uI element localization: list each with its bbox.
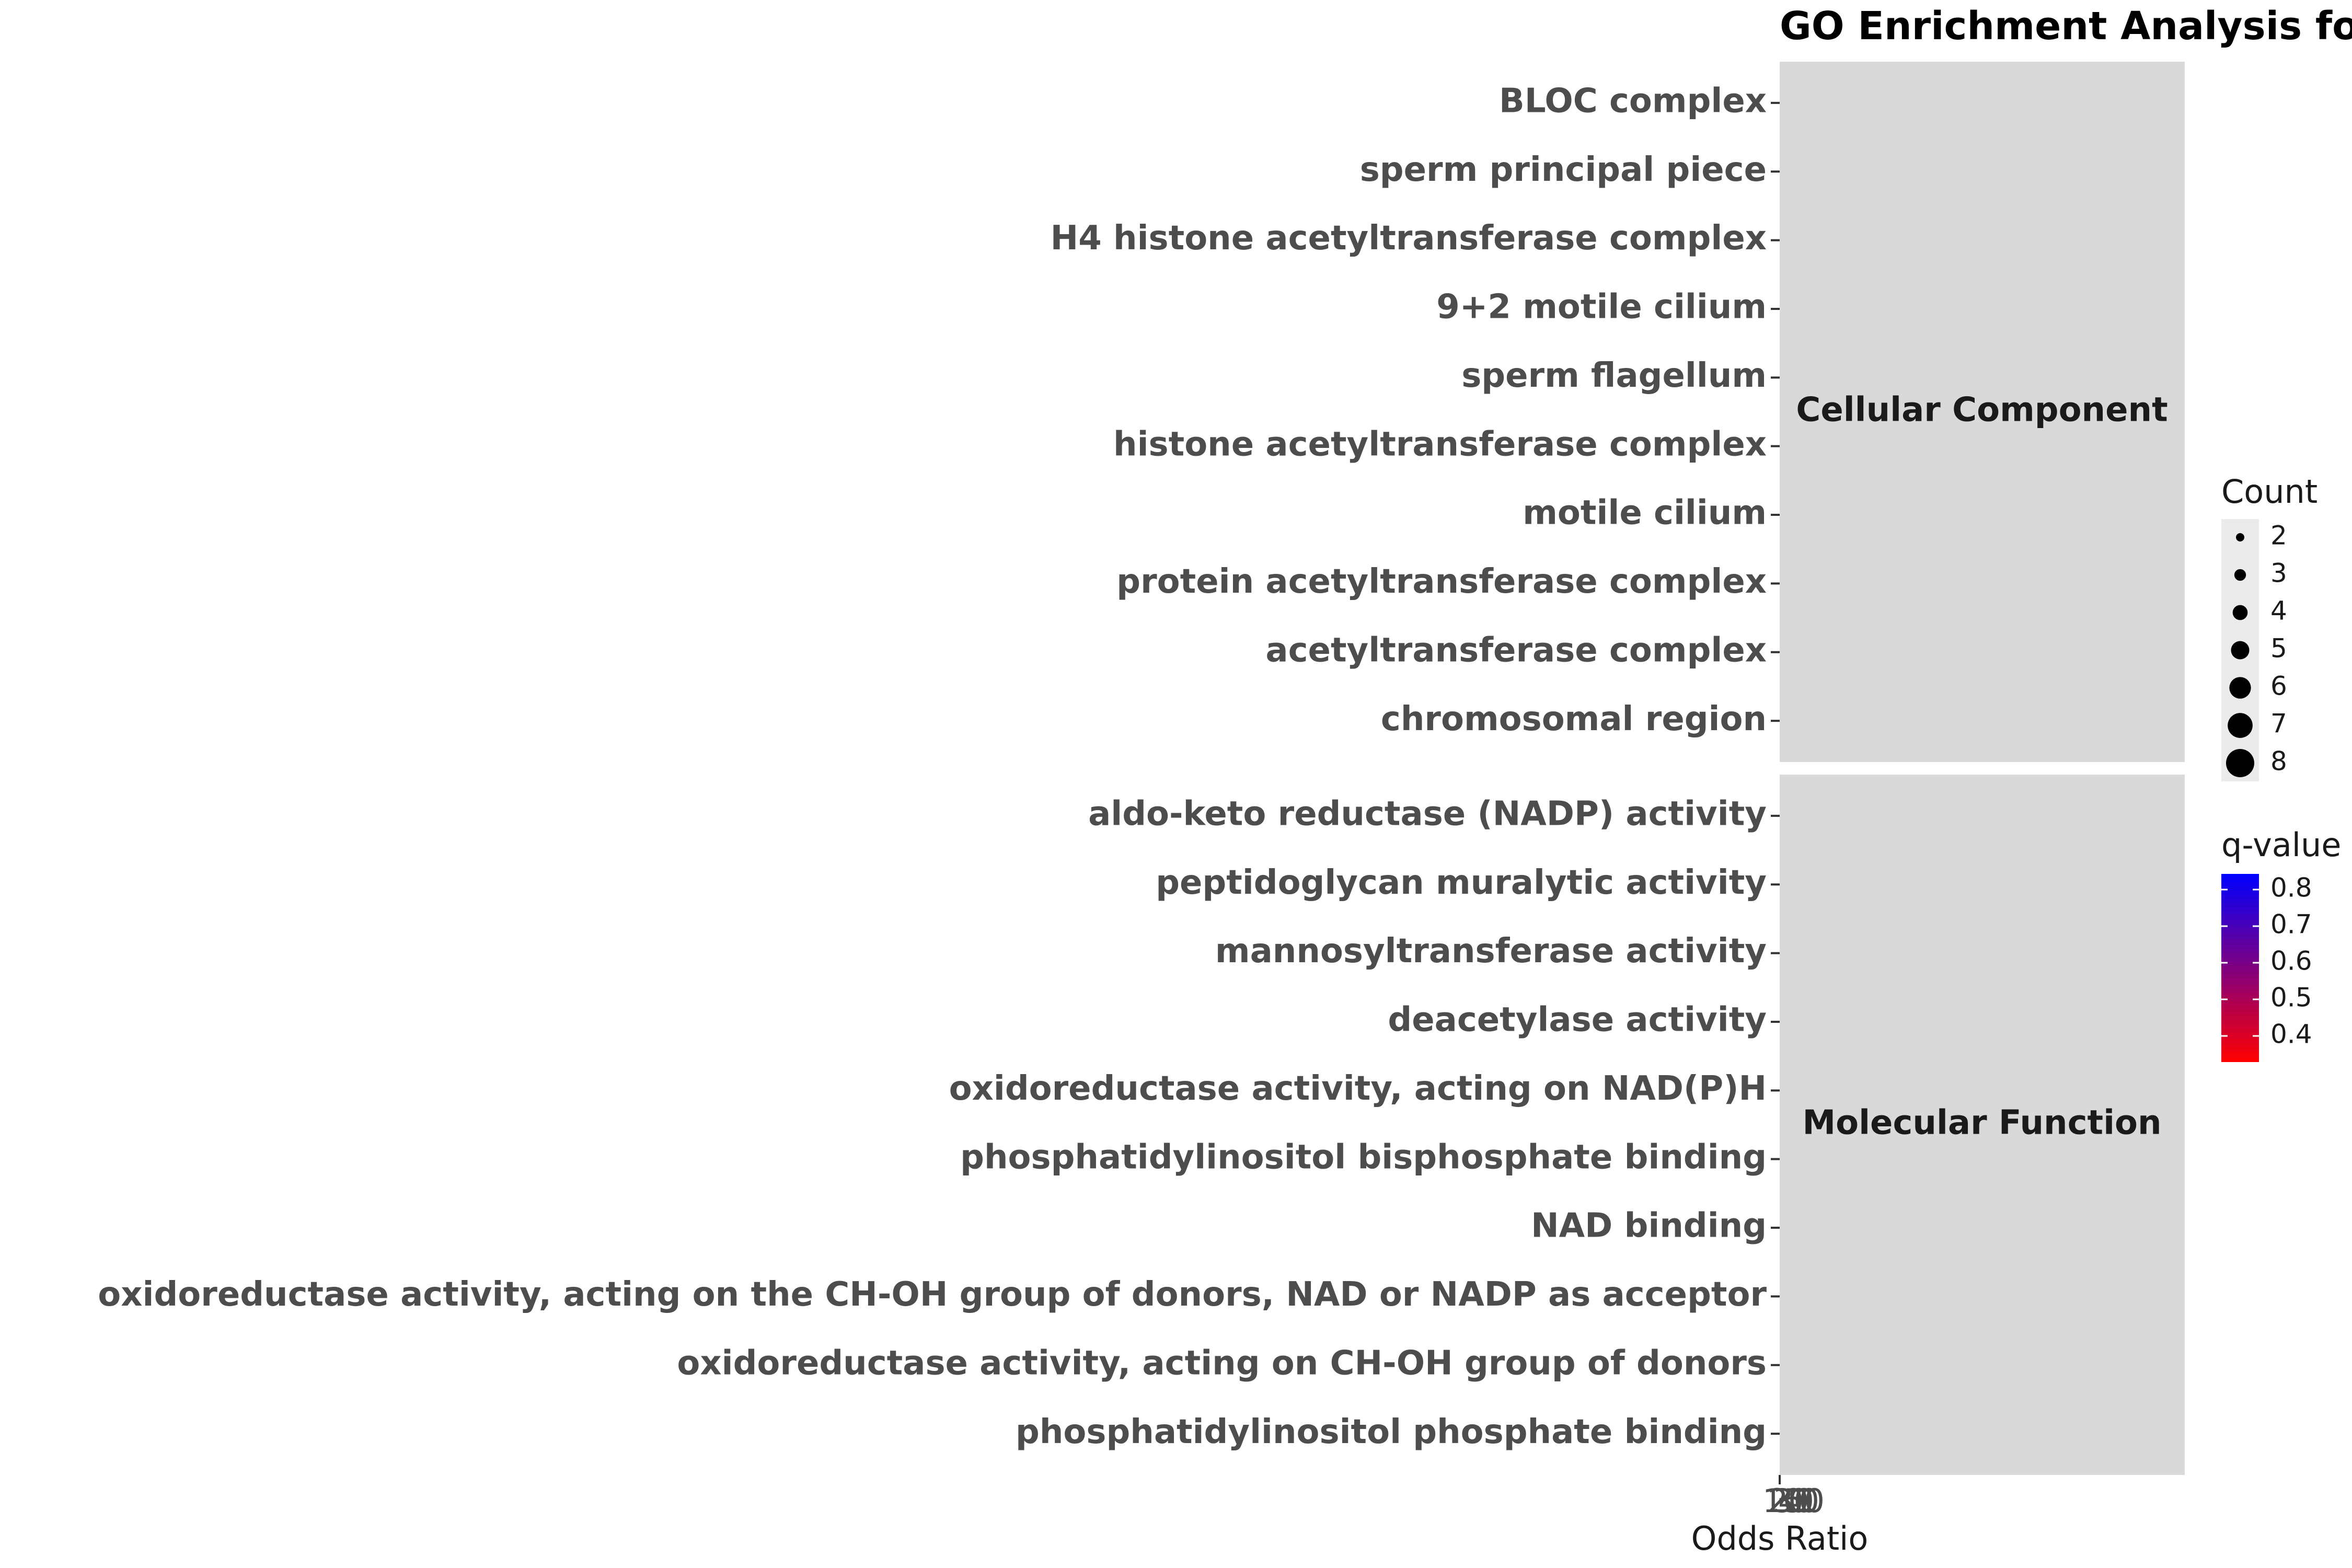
size-legend-dot <box>2226 749 2254 777</box>
size-legend-dot <box>2229 677 2251 699</box>
color-legend-title: q-value <box>2221 826 2341 864</box>
size-legend-label: 6 <box>2270 671 2287 701</box>
size-legend-title: Count <box>2221 472 2318 511</box>
size-legend-dot <box>2236 533 2244 541</box>
term-label: deacetylase activity <box>1388 1001 1767 1040</box>
size-legend-label: 8 <box>2270 746 2287 777</box>
term-label: phosphatidylinositol phosphate binding <box>1016 1413 1767 1451</box>
y-axis-terms: BLOC complex sperm principal piece H4 hist… <box>98 82 1780 1451</box>
term-label: 9+2 motile cilium <box>1436 288 1767 327</box>
term-label: aldo-keto reductase (NADP) activity <box>1088 794 1767 833</box>
term-label: chromosomal region <box>1381 700 1767 739</box>
x-tick-label: 50 <box>1783 1482 1825 1520</box>
panel-molecular-function <box>1780 775 2185 1475</box>
term-label: phosphatidylinositol bisphosphate bindin… <box>960 1138 1767 1177</box>
color-legend-label: 0.6 <box>2270 946 2312 976</box>
size-legend: 2 3 4 5 6 7 8 <box>2221 519 2287 781</box>
term-label: BLOC complex <box>1499 82 1767 120</box>
chart-title: GO Enrichment Analysis fo <box>1780 4 2352 49</box>
term-label: acetyltransferase complex <box>1265 631 1767 670</box>
term-label: sperm principal piece <box>1360 151 1767 189</box>
color-legend-label: 0.8 <box>2270 873 2312 903</box>
term-label: peptidoglycan muralytic activity <box>1156 863 1767 902</box>
size-legend-label: 2 <box>2270 521 2287 551</box>
color-legend-label: 0.4 <box>2270 1019 2312 1050</box>
color-legend-label: 0.5 <box>2270 983 2312 1013</box>
term-label: H4 histone acetyltransferase complex <box>1051 219 1767 258</box>
size-legend-dot <box>2232 605 2248 620</box>
x-tick-label: 30 <box>1773 1482 1814 1520</box>
term-label: oxidoreductase activity, acting on the C… <box>98 1275 1767 1314</box>
panel-cellular-component <box>1780 62 2185 762</box>
size-legend-label: 4 <box>2270 596 2287 626</box>
term-label: oxidoreductase activity, acting on CH-OH… <box>677 1344 1767 1382</box>
size-legend-label: 7 <box>2270 709 2287 739</box>
term-label: motile cilium <box>1523 494 1767 533</box>
term-label: NAD binding <box>1531 1207 1767 1246</box>
size-legend-dot <box>2228 713 2253 738</box>
x-tick-label: 10 <box>1762 1482 1804 1520</box>
strip-label-molecular-function: Molecular Function <box>1802 1104 2161 1143</box>
term-label: protein acetyltransferase complex <box>1116 562 1767 601</box>
size-legend-dot <box>2231 641 2250 660</box>
term-label: histone acetyltransferase complex <box>1113 425 1767 464</box>
color-legend-bar <box>2221 874 2259 1062</box>
size-legend-label: 3 <box>2270 558 2287 589</box>
x-tick-label: 40 <box>1778 1482 1819 1520</box>
term-label: sperm flagellum <box>1461 356 1767 395</box>
color-legend-label: 0.7 <box>2270 909 2312 940</box>
size-legend-label: 5 <box>2270 633 2287 664</box>
x-axis-title: Odds Ratio <box>1691 1519 1869 1558</box>
color-legend-ticks: 0.8 0.7 0.6 0.5 0.4 <box>2221 873 2312 1050</box>
term-label: oxidoreductase activity, acting on NAD(P… <box>949 1069 1767 1108</box>
term-label: mannosyltransferase activity <box>1215 932 1767 971</box>
x-tick-label: 20 <box>1768 1482 1809 1520</box>
size-legend-dot <box>2234 569 2246 581</box>
strip-label-cellular-component: Cellular Component <box>1796 391 2167 430</box>
